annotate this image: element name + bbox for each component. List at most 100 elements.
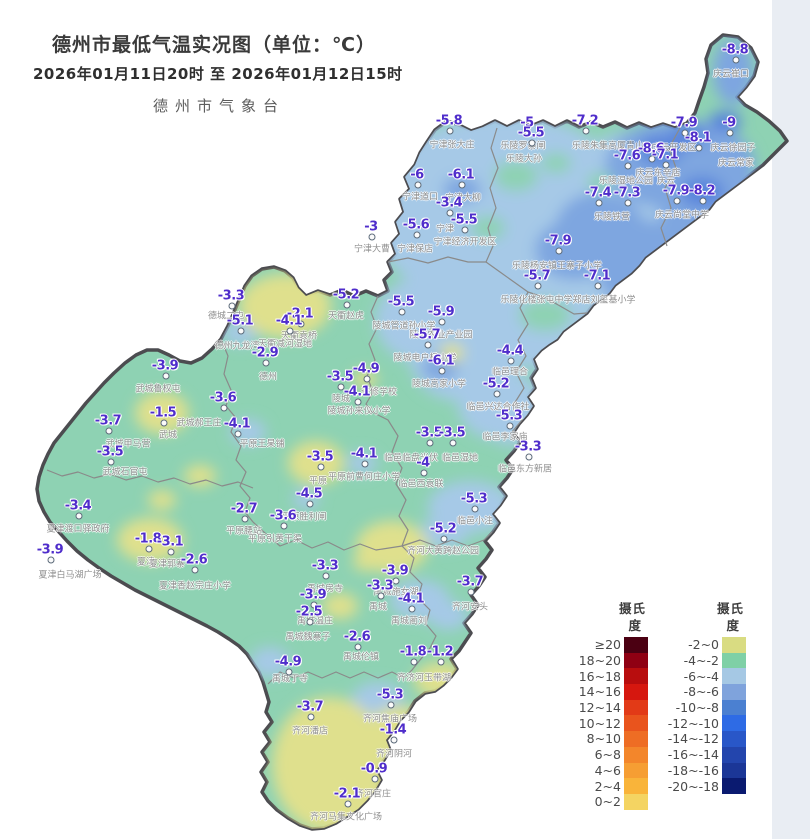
station-dot [285, 668, 293, 676]
legend-color-swatch [722, 762, 746, 779]
station-dot [343, 301, 351, 309]
temp-value: -3.3 [311, 558, 339, 574]
station-label: 临邑东方新居 [497, 464, 553, 475]
temp-value: -5.8 [435, 113, 463, 129]
station-dot [307, 713, 315, 721]
legend-range-label: 6~8 [594, 747, 621, 763]
temp-value: -3.5 [96, 444, 124, 460]
legend-range-label: 2~4 [594, 778, 621, 794]
station-dot [354, 643, 362, 651]
station-dot [368, 233, 376, 241]
temp-value: -5.3 [460, 491, 488, 507]
station-dot [408, 605, 416, 613]
legend-negative: 摄氏 度 -2~0 -4~-2 -6~-4 -8~-6 -10~-8 -12~-10 -14… [658, 600, 746, 794]
temp-value: -3.7 [296, 699, 324, 715]
station-dot [440, 535, 448, 543]
legend-rows: -2~0 -4~-2 -6~-4 -8~-6 -10~-8 -12~-10 -14~-12-… [658, 637, 746, 794]
temp-value: -1.4 [379, 722, 407, 738]
temp-value: -8.2 [688, 183, 716, 199]
legend-color-swatch [624, 731, 648, 747]
station-dot [337, 383, 345, 391]
station-label: 夏津香赵宗庄小学 [158, 581, 232, 592]
station-dot [241, 515, 249, 523]
station-dot [220, 404, 228, 412]
temp-value: -0.9 [360, 761, 388, 777]
station-label: 乐陵湿地公园 [598, 176, 654, 187]
station-dot [344, 800, 352, 808]
legend-range-label: -8~-6 [683, 684, 719, 700]
temp-value: -3.4 [435, 195, 463, 211]
legend-row: 14~16 [560, 684, 648, 700]
temp-value: -5.3 [495, 408, 523, 424]
station-dot [160, 419, 168, 427]
station-dot [582, 127, 590, 135]
legend-color-swatch [722, 731, 746, 747]
station-label: 平原 [308, 476, 328, 487]
station-dot [145, 545, 153, 553]
temp-value: -5.2 [482, 376, 510, 392]
station-dot [310, 601, 318, 609]
temp-value: -2.1 [286, 306, 314, 322]
legend-row: 8~10 [560, 731, 648, 747]
station-dot [306, 500, 314, 508]
station-dot [471, 505, 479, 513]
station-label: 齐河马集文化广场 [309, 812, 383, 823]
legend-row: -18~-16 [658, 762, 746, 779]
station-label: 禹城丁寺 [271, 674, 309, 685]
legend-row: -2~0 [658, 637, 746, 653]
temp-value: -3.5 [326, 369, 354, 385]
temp-value: -4.1 [223, 416, 251, 432]
legend-row: 18~20 [560, 652, 648, 669]
station-label: 进修学校 [360, 387, 398, 398]
station-label: 宁津经济开发区 [433, 237, 497, 248]
station-dot [398, 308, 406, 316]
temp-value: -1.8 [134, 531, 162, 547]
station-label: 武城甲马营 [105, 439, 151, 450]
legend-range-label: -2~0 [688, 637, 719, 653]
station-dot [280, 522, 288, 530]
station-label: 武城石官屯 [102, 467, 148, 478]
legend-color-swatch [624, 699, 648, 716]
temp-value: -2.1 [333, 786, 361, 802]
temp-value: -3.5 [306, 449, 334, 465]
station-label: 天衢减河湿地 [257, 339, 313, 350]
temp-value: -3.9 [381, 563, 409, 579]
station-label: 庆云开发区 [651, 143, 697, 154]
station-dot [47, 556, 55, 564]
temp-value: -8.8 [721, 42, 749, 58]
legend-color-swatch [624, 746, 648, 763]
legend-positive: 摄氏 度 ≥20 18~20 16~18 14~16 12~14 10~12 8~10 6~8… [560, 600, 648, 810]
agency-name: 德州市气象台 [153, 97, 286, 115]
legend-title: 摄氏 [716, 601, 744, 616]
station-dot [371, 775, 379, 783]
station-label: 宁津道口 [401, 192, 439, 203]
station-dot [555, 247, 563, 255]
station-label: 平原王杲铺 [239, 439, 285, 450]
station-label: 禹城 [368, 602, 388, 613]
temp-value: -1.2 [426, 644, 454, 660]
station-label: 宁津大曹 [353, 244, 391, 255]
temp-value: -3.9 [151, 358, 179, 374]
legend-range-label: 4~6 [594, 762, 621, 778]
time-range: 2026年01月11日20时 至 2026年01月12日15时 [33, 65, 403, 83]
temp-value: -4 [416, 455, 430, 471]
legend-row: -16~-14 [658, 746, 746, 763]
temp-value: -3.1 [156, 534, 184, 550]
temp-value: -6.1 [447, 167, 475, 183]
temp-value: -5.2 [332, 287, 360, 303]
station-dot [107, 458, 115, 466]
station-label: 庆云徐园子 [710, 143, 756, 154]
legend-range-label: -16~-14 [667, 747, 719, 763]
temp-value: -3.3 [217, 288, 245, 304]
station-label: 夏津渡口驿政府 [46, 524, 110, 535]
station-dot [446, 127, 454, 135]
station-label: 乐陵大孙 [505, 154, 543, 165]
legend-rows: ≥20 18~20 16~18 14~16 12~14 10~12 8~10 6~8 4~6 2~… [560, 637, 648, 810]
legend-range-label: -14~-12 [667, 731, 719, 747]
station-label: 乐陵罗寨闸 [500, 141, 546, 152]
station-dot [228, 302, 236, 310]
temp-value: -7.4 [584, 185, 612, 201]
station-dot [528, 139, 536, 147]
temp-value: -7.1 [583, 268, 611, 284]
legend-color-swatch [624, 793, 648, 810]
